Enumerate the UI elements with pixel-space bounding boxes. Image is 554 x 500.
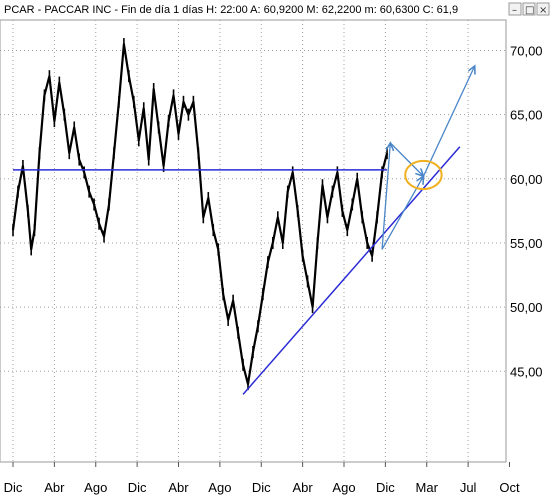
y-tick-label: 45,00 [510, 364, 543, 379]
x-tick-label: Mar [416, 480, 439, 495]
x-tick-label: Dic [376, 480, 395, 495]
x-tick-label: Abr [44, 480, 65, 495]
x-tick-label: Abr [293, 480, 314, 495]
projection-arrow [389, 142, 423, 176]
plot-area [0, 19, 507, 463]
support-trendline [242, 146, 461, 395]
highlight-ellipse [404, 159, 443, 191]
x-tick-label: Abr [168, 480, 189, 495]
grid [0, 20, 506, 462]
minimize-button[interactable]: – [508, 2, 522, 16]
y-axis-ticks: 45,00 50,00 55,00 60,00 65,00 70,00 [510, 44, 543, 380]
x-tick-label: Dic [128, 480, 147, 495]
projection-arrow [422, 66, 474, 177]
y-tick-label: 50,00 [510, 300, 543, 315]
x-axis-ticks: Dic Abr Ago Dic Abr Ago Dic Abr Ago Dic Mar Jul Oct [4, 462, 520, 495]
header-bar [0, 0, 554, 20]
y-tick-label: 55,00 [510, 236, 543, 251]
projection-arrow [381, 143, 390, 250]
series-layer [11, 38, 389, 391]
annotations-layer [13, 66, 475, 395]
restore-icon: □ [525, 5, 534, 16]
y-tick-label: 70,00 [510, 44, 543, 59]
x-tick-label: Dic [4, 480, 23, 495]
minimize-icon: – [512, 5, 517, 16]
x-tick-label: Ago [84, 480, 107, 495]
x-tick-label: Ago [332, 480, 355, 495]
close-button[interactable]: × [536, 2, 550, 16]
x-tick-label: Jul [460, 480, 477, 495]
restore-button[interactable]: □ [522, 2, 536, 16]
y-tick-label: 65,00 [510, 108, 543, 123]
close-icon: × [539, 5, 547, 16]
header-info-text: PCAR - PACCAR INC - Fin de día 1 días H:… [4, 4, 458, 16]
x-tick-label: Dic [252, 480, 271, 495]
x-tick-label: Ago [208, 480, 231, 495]
x-tick-label: Oct [499, 480, 520, 495]
y-tick-label: 60,00 [510, 172, 543, 187]
